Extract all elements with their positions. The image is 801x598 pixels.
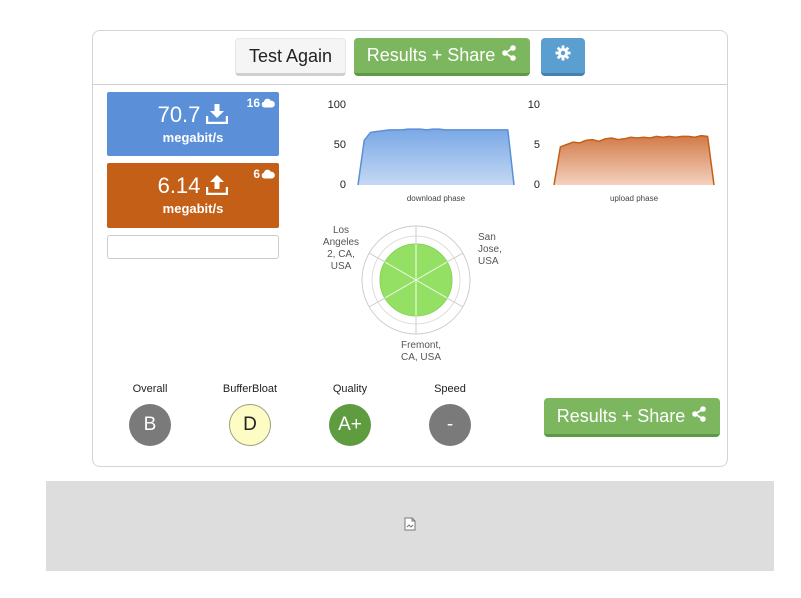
results-share-button-top[interactable]: Results + Share bbox=[354, 38, 530, 76]
download-value-row: 70.7 bbox=[107, 102, 279, 130]
results-share-button-bottom[interactable]: Results + Share bbox=[544, 398, 720, 437]
radar-label-line: Los bbox=[332, 225, 350, 236]
grade-title-speed: Speed bbox=[434, 383, 466, 395]
download-stream-count: 16 bbox=[246, 96, 260, 110]
grade-title-bufferbloat: BufferBloat bbox=[222, 383, 278, 395]
grade-title-quality: Quality bbox=[332, 383, 368, 395]
download-ytick: 0 bbox=[339, 179, 346, 191]
download-area-plot bbox=[357, 128, 515, 186]
upload-ytick: 5 bbox=[533, 139, 540, 151]
blank-field bbox=[107, 235, 279, 259]
upload-speed-box: 6 6.14 megabit/s bbox=[107, 163, 279, 228]
radar-label-line: Jose, bbox=[478, 244, 502, 255]
upload-value-row: 6.14 bbox=[107, 173, 279, 201]
settings-button[interactable] bbox=[541, 38, 585, 76]
download-value: 70.7 bbox=[157, 102, 201, 127]
grade-title-overall: Overall bbox=[132, 383, 168, 395]
upload-icon bbox=[206, 175, 229, 201]
ad-placeholder bbox=[46, 481, 774, 571]
upload-area bbox=[554, 135, 714, 185]
test-again-button[interactable]: Test Again bbox=[235, 38, 346, 76]
test-again-label: Test Again bbox=[248, 45, 333, 66]
upload-ytick: 10 bbox=[527, 99, 540, 111]
grade-bufferbloat-badge: D bbox=[229, 404, 271, 446]
radar-label-line: USA bbox=[478, 256, 499, 267]
grade-speed-badge: - bbox=[429, 404, 471, 446]
upload-area-plot bbox=[553, 134, 715, 186]
radar-label-line: CA, USA bbox=[400, 352, 441, 362]
download-line bbox=[357, 128, 515, 186]
download-streams: 16 bbox=[247, 96, 275, 110]
broken-image-icon bbox=[404, 517, 416, 536]
radar-label-line: Fremont, bbox=[400, 340, 441, 351]
download-chart: 100 50 0 download phase bbox=[320, 96, 520, 206]
radar-label-line: Angeles bbox=[322, 237, 360, 248]
cloud-icon bbox=[261, 98, 275, 108]
download-ytick: 50 bbox=[333, 139, 346, 151]
radar-label-los-angeles: Los Angeles 2, CA, USA bbox=[320, 225, 362, 273]
toolbar-divider bbox=[93, 84, 727, 85]
radar-label-line: San bbox=[478, 232, 496, 243]
download-area bbox=[358, 129, 514, 185]
grade-overall-value: B bbox=[143, 414, 157, 435]
share-icon bbox=[501, 45, 517, 66]
upload-value: 6.14 bbox=[157, 173, 201, 198]
radar-label-san-jose: San Jose, USA bbox=[478, 232, 508, 268]
share-icon bbox=[691, 405, 707, 427]
download-unit: megabit/s bbox=[162, 130, 224, 145]
results-share-label: Results + Share bbox=[556, 405, 686, 426]
radar-plot bbox=[361, 225, 471, 335]
upload-line bbox=[553, 134, 715, 186]
grade-quality-badge: A+ bbox=[329, 404, 371, 446]
download-ytick: 100 bbox=[327, 99, 346, 111]
download-phase-label: download phase bbox=[406, 194, 466, 203]
results-share-label: Results + Share bbox=[366, 45, 496, 65]
upload-stream-count: 6 bbox=[253, 167, 260, 181]
upload-unit: megabit/s bbox=[162, 201, 224, 216]
cloud-icon bbox=[261, 169, 275, 179]
download-speed-box: 16 70.7 megabit/s bbox=[107, 92, 279, 156]
grade-overall-badge: B bbox=[129, 404, 171, 446]
upload-phase-label: upload phase bbox=[609, 194, 659, 203]
download-icon bbox=[206, 104, 229, 130]
gear-icon bbox=[555, 45, 571, 66]
upload-chart: 10 5 0 upload phase bbox=[520, 96, 720, 206]
upload-streams: 6 bbox=[253, 167, 275, 181]
radar-label-line: 2, CA, bbox=[327, 249, 355, 260]
grade-speed-value: - bbox=[446, 414, 454, 435]
grade-quality-value: A+ bbox=[338, 414, 362, 435]
radar-label-fremont: Fremont, CA, USA bbox=[386, 340, 456, 362]
radar-label-line: USA bbox=[330, 261, 352, 272]
grade-bufferbloat-value: D bbox=[243, 414, 257, 435]
server-radar: Los Angeles 2, CA, USA San Jose, USA Fre… bbox=[320, 222, 520, 362]
upload-ytick: 0 bbox=[533, 179, 540, 191]
